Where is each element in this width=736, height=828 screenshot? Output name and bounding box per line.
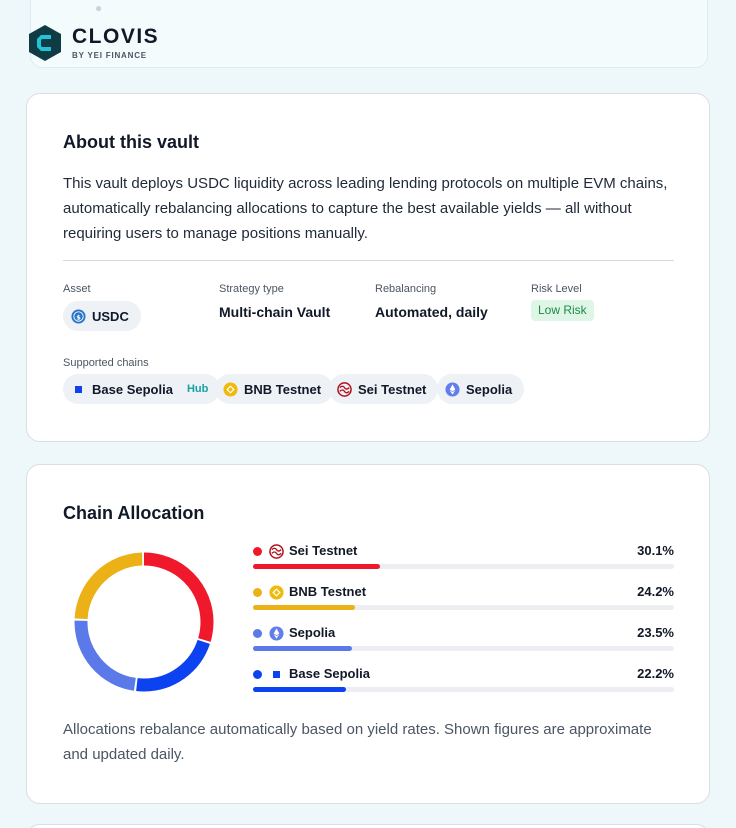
hub-badge: Hub [186, 383, 209, 395]
chain-name: BNB Testnet [244, 381, 322, 397]
allocation-bar-track [253, 687, 674, 692]
clovis-logo-icon [29, 25, 61, 61]
allocation-bar-fill [253, 687, 347, 692]
asset-label: Asset [63, 283, 91, 295]
chain-name: Sei Testnet [358, 381, 427, 397]
allocation-row-bnb-testnet[interactable]: BNB Testnet 24.2% [253, 582, 674, 623]
divider [63, 260, 674, 261]
allocation-row-base-sepolia[interactable]: Base Sepolia 22.2% [253, 664, 674, 705]
allocation-bar-fill [253, 605, 355, 610]
sei-icon [269, 544, 284, 559]
allocation-row-sepolia[interactable]: Sepolia 23.5% [253, 623, 674, 664]
brand-tagline: BY YEI FINANCE [72, 51, 147, 60]
ethereum-icon [445, 381, 460, 397]
allocation-percent: 22.2% [637, 666, 674, 681]
chain-name: Base Sepolia [92, 381, 173, 397]
allocation-note: Allocations rebalance automatically base… [63, 721, 652, 763]
bnb-icon [269, 585, 284, 600]
chain-pill-sepolia[interactable]: Sepolia [437, 374, 525, 404]
rebalancing-label: Rebalancing [375, 283, 437, 295]
vault-description: This vault deploys USDC liquidity across… [63, 175, 668, 242]
strategy-value: Multi-chain Vault [219, 304, 331, 320]
donut-segment-base-sepolia[interactable] [74, 552, 214, 692]
chain-name: BNB Testnet [289, 584, 367, 599]
chain-name: Sepolia [466, 381, 513, 397]
chain-name: Sepolia [289, 625, 336, 640]
chain-pill-base-sepolia[interactable]: Base Sepolia Hub [63, 374, 221, 404]
about-title: About this vault [63, 132, 199, 152]
allocation-percent: 24.2% [637, 584, 674, 599]
donut-segment-sei-testnet[interactable] [74, 552, 214, 692]
brand-name: CLOVIS [72, 25, 160, 48]
allocation-row-sei-testnet[interactable]: Sei Testnet 30.1% [253, 541, 674, 582]
base-square-icon [71, 382, 86, 397]
allocation-percent: 30.1% [637, 543, 674, 558]
allocation-bar-track [253, 605, 674, 610]
faded-icon: ● [95, 1, 103, 15]
chain-pill-bnb-testnet[interactable]: BNB Testnet [215, 374, 334, 404]
legend-dot [253, 588, 262, 597]
chain-allocation-card: Chain Allocation Sei Testnet 30.1% BNB T… [26, 464, 710, 804]
brand-logo[interactable]: CLOVIS BY YEI FINANCE [28, 24, 159, 62]
svg-text:$: $ [76, 313, 81, 321]
risk-badge: Low Risk [531, 300, 594, 321]
asset-value: USDC [92, 308, 129, 324]
allocation-bar-fill [253, 646, 352, 651]
ethereum-icon [269, 626, 284, 641]
usdc-icon: $ [71, 308, 86, 324]
chain-name: Base Sepolia [289, 666, 370, 681]
allocation-bar-track [253, 564, 674, 569]
risk-label: Risk Level [531, 283, 582, 295]
legend-dot [253, 629, 262, 638]
chain-pill-sei-testnet[interactable]: Sei Testnet [329, 374, 439, 404]
rebalancing-value: Automated, daily [375, 304, 488, 320]
about-vault-card: About this vault This vault deploys USDC… [26, 93, 710, 442]
allocation-bar-track [253, 646, 674, 651]
legend-dot [253, 547, 262, 556]
sei-icon [337, 381, 352, 397]
previous-card: ● [30, 0, 708, 68]
legend-dot [253, 670, 262, 679]
donut-segment-sepolia[interactable] [74, 552, 214, 692]
base-square-icon [269, 667, 284, 682]
allocation-title: Chain Allocation [63, 503, 205, 523]
allocation-list: Sei Testnet 30.1% BNB Testnet 24.2% Sepo… [253, 541, 674, 705]
next-card [26, 824, 710, 828]
chain-name: Sei Testnet [289, 543, 358, 558]
allocation-percent: 23.5% [637, 625, 674, 640]
strategy-label: Strategy type [219, 283, 284, 295]
asset-pill[interactable]: $ USDC [63, 301, 141, 331]
allocation-donut-chart [74, 552, 214, 692]
chains-label: Supported chains [63, 357, 149, 369]
bnb-icon [223, 381, 238, 397]
allocation-bar-fill [253, 564, 380, 569]
